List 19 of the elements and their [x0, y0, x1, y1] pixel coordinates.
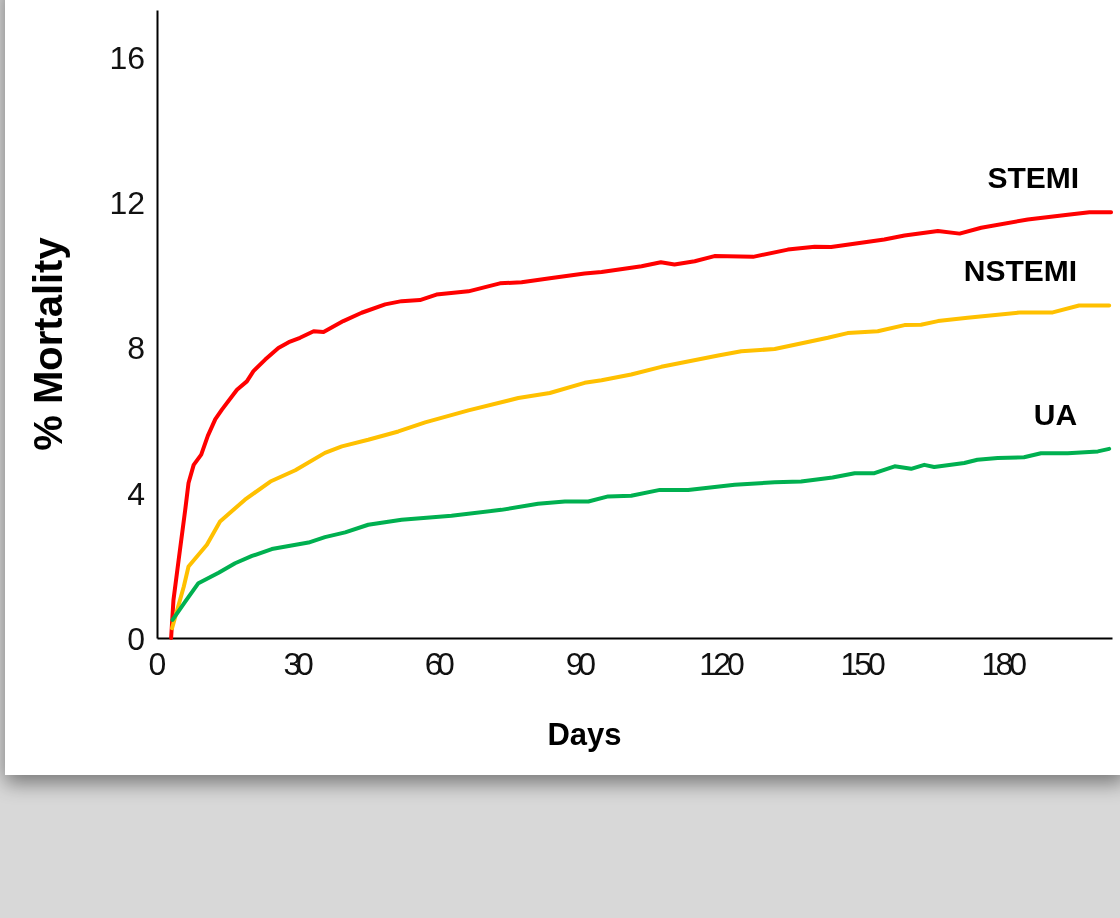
x-axis-title: Days	[547, 717, 622, 752]
y-tick-label: 16	[109, 39, 145, 76]
y-tick-label: 8	[127, 330, 145, 367]
series-label: UA	[1033, 397, 1078, 431]
line-series	[170, 303, 1112, 631]
line-series	[170, 446, 1112, 622]
series-label: STEMI	[987, 161, 1080, 195]
series-label: NSTEMI	[963, 254, 1078, 288]
x-tick-label: 180	[981, 645, 1027, 682]
x-tick-label: 90	[565, 645, 597, 682]
y-axis-title: % Mortality	[26, 236, 70, 451]
y-tick-label: 12	[109, 185, 145, 222]
y-tick-label: 0	[127, 620, 145, 657]
line-series	[169, 210, 1114, 640]
y-tick-label: 4	[127, 475, 145, 512]
x-tick-label: 150	[840, 645, 886, 682]
x-tick-label: 120	[699, 645, 745, 682]
x-tick-label: 30	[283, 645, 314, 682]
x-tick-label: 60	[424, 645, 455, 682]
